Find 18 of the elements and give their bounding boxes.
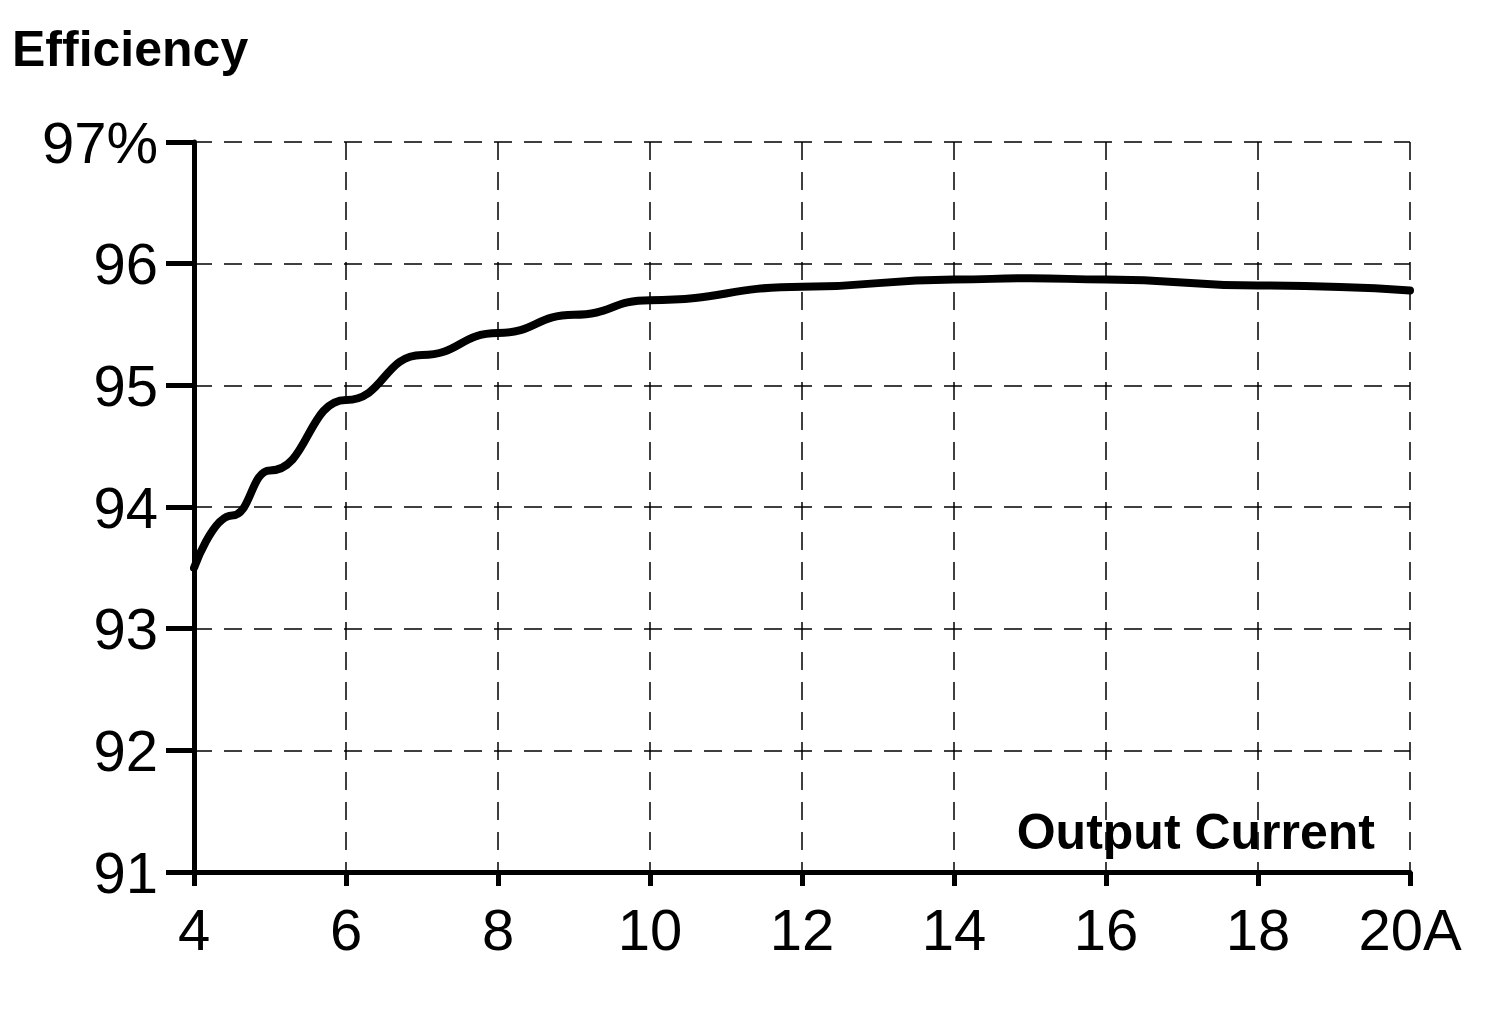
x-tick-label: 12 [769,896,835,962]
y-tick-label: 97% [41,109,158,175]
x-tick-label: 14 [921,896,987,962]
x-tick-label: 10 [617,896,683,962]
x-tick-label: 18 [1225,896,1291,962]
x-tick-label: 16 [1073,896,1139,962]
x-tick-label: 20A [1358,896,1462,962]
x-tick-label: 4 [177,896,211,962]
y-axis-title: Efficiency [12,21,249,77]
y-tick-label: 91 [93,839,158,905]
y-tick-label: 92 [93,717,158,783]
y-tick-label: 95 [93,352,158,418]
y-tick-label: 93 [93,596,158,662]
x-tick-label: 6 [329,896,363,962]
y-tick-label: 96 [93,231,158,297]
y-tick-label: 94 [93,474,158,540]
x-tick-label: 8 [481,896,515,962]
x-axis-title: Output Current [1016,804,1376,860]
